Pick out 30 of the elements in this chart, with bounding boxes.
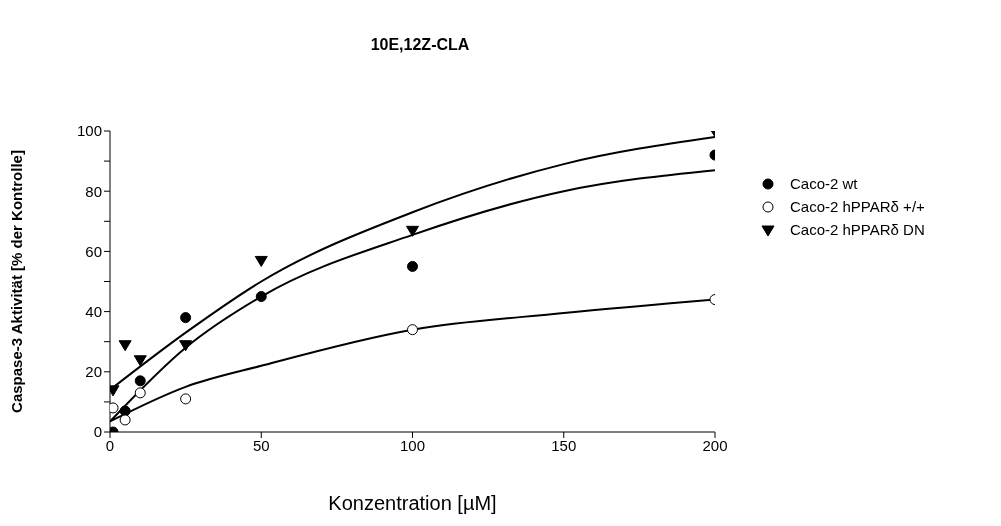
y-tick-label: 40 bbox=[85, 302, 102, 320]
y-tick-label: 20 bbox=[85, 363, 102, 381]
x-tick-label: 50 bbox=[252, 436, 270, 454]
y-tick-label: 60 bbox=[85, 242, 102, 260]
point bbox=[134, 375, 146, 387]
legend-label: Caco-2 wt bbox=[790, 175, 858, 192]
y-tick-label: 100 bbox=[76, 122, 102, 140]
point bbox=[406, 225, 419, 237]
x-tick-label: 0 bbox=[105, 436, 115, 454]
point bbox=[407, 260, 418, 272]
point bbox=[255, 291, 267, 303]
point bbox=[119, 414, 131, 426]
y-tick-label: 0 bbox=[93, 423, 102, 441]
point bbox=[254, 255, 268, 267]
x-axis-title: Konzentration [µM] bbox=[328, 492, 497, 514]
point bbox=[133, 355, 147, 367]
point bbox=[134, 387, 146, 399]
chart-title: 10E,12Z-CLA bbox=[369, 36, 471, 54]
legend-label: Caco-2 hPPARδ +/+ bbox=[790, 198, 925, 215]
y-tick-label: 80 bbox=[85, 182, 102, 200]
legend-label: Caco-2 hPPARδ DN bbox=[790, 221, 925, 238]
point bbox=[407, 324, 418, 336]
x-tick-label: 100 bbox=[399, 436, 426, 454]
point bbox=[180, 393, 192, 405]
point bbox=[180, 312, 192, 324]
point bbox=[179, 340, 193, 352]
y-axis-title: Caspase-3 Aktivität [% der Kontrolle] bbox=[8, 150, 25, 413]
x-tick-label: 150 bbox=[551, 436, 577, 454]
point bbox=[118, 340, 132, 352]
x-tick-label: 200 bbox=[702, 436, 728, 454]
